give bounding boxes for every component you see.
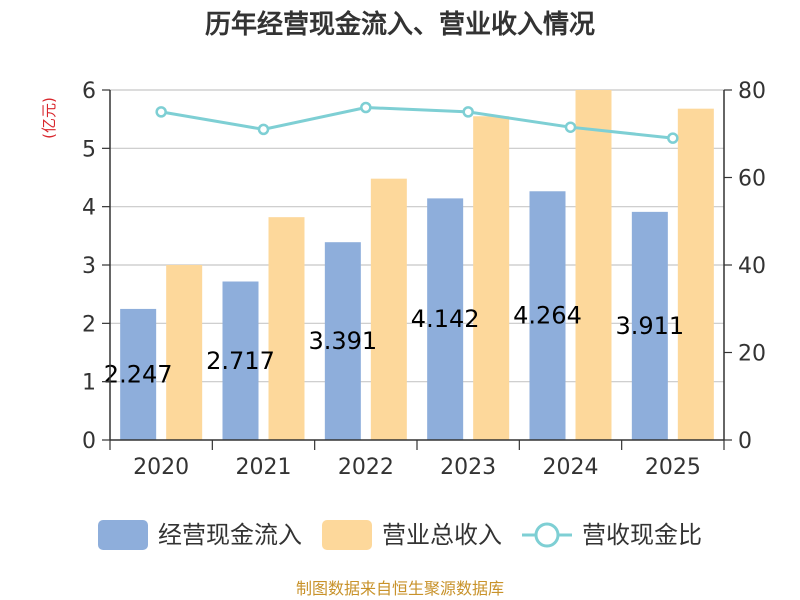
x-tick-label-2024: 2024 — [543, 455, 599, 480]
x-tick-label-2022: 2022 — [338, 455, 394, 480]
grid-lines — [110, 89, 724, 383]
value-label-cash-inflow-2022: 3.391 — [308, 327, 377, 355]
x-tick-label-2025: 2025 — [645, 455, 701, 480]
x-tick-label-2023: 2023 — [440, 455, 496, 480]
x-tick-label-2021: 2021 — [236, 455, 292, 480]
bar-revenue-2022 — [370, 178, 407, 440]
legend-label-ratio: 营收现金比 — [582, 521, 702, 549]
left-tick-label-5: 5 — [82, 137, 96, 162]
line-layer — [155, 101, 679, 144]
bar-revenue-2021 — [268, 217, 305, 440]
value-label-cash-inflow-2024: 4.264 — [513, 302, 582, 330]
bars-layer — [120, 90, 714, 441]
right-tick-label-0: 0 — [738, 429, 752, 454]
legend-swatch-cash-inflow — [98, 520, 148, 550]
left-tick-label-2: 2 — [82, 312, 96, 337]
x-tick-label-2020: 2020 — [133, 455, 189, 480]
chart-title: 历年经营现金流入、营业收入情况 — [205, 9, 595, 40]
left-tick-label-6: 6 — [82, 79, 96, 104]
left-tick-label-3: 3 — [82, 254, 96, 279]
legend: 经营现金流入 营业总收入 营收现金比 — [98, 520, 702, 550]
bar-cash-inflow-2025 — [631, 211, 668, 440]
value-label-cash-inflow-2025: 3.911 — [615, 312, 684, 340]
data-source: 制图数据来自恒生聚源数据库 — [296, 579, 504, 598]
bar-cash-inflow-2020 — [120, 308, 157, 440]
bar-cash-inflow-2024 — [529, 191, 566, 440]
bar-cash-inflow-2021 — [222, 281, 259, 440]
bar-cash-inflow-2023 — [427, 198, 464, 440]
bar-revenue-2020 — [166, 265, 203, 440]
ratio-point-2022 — [360, 101, 372, 114]
right-tick-label-60: 60 — [738, 167, 766, 192]
ratio-point-2021 — [257, 123, 270, 136]
left-axis-unit: (亿元) — [40, 97, 58, 139]
value-label-cash-inflow-2023: 4.142 — [411, 305, 480, 333]
legend-swatch-revenue — [322, 520, 372, 550]
left-tick-label-0: 0 — [82, 429, 96, 454]
ratio-line-path — [160, 105, 673, 140]
bar-revenue-2023 — [473, 116, 510, 440]
ratio-point-2020 — [155, 106, 167, 118]
legend-label-cash-inflow: 经营现金流入 — [158, 521, 302, 549]
bar-cash-inflow-2022 — [324, 242, 361, 440]
right-tick-label-40: 40 — [738, 254, 766, 279]
ratio-point-2023 — [462, 106, 474, 118]
bar-revenue-2025 — [677, 108, 714, 441]
value-label-cash-inflow-2020: 2.247 — [104, 360, 173, 388]
left-tick-label-4: 4 — [82, 196, 96, 221]
right-tick-label-20: 20 — [738, 342, 766, 367]
bar-revenue-2024 — [575, 90, 612, 440]
right-tick-label-80: 80 — [738, 79, 766, 104]
value-label-cash-inflow-2021: 2.717 — [206, 347, 275, 375]
legend-swatch-ratio-marker — [534, 522, 560, 548]
legend-label-revenue: 营业总收入 — [382, 521, 502, 549]
ratio-point-2024 — [564, 121, 577, 133]
left-tick-label-1: 1 — [82, 371, 96, 396]
ratio-point-2025 — [667, 132, 679, 144]
value-labels: 2.247 2.717 3.391 4.142 4.264 3.911 — [104, 302, 684, 389]
